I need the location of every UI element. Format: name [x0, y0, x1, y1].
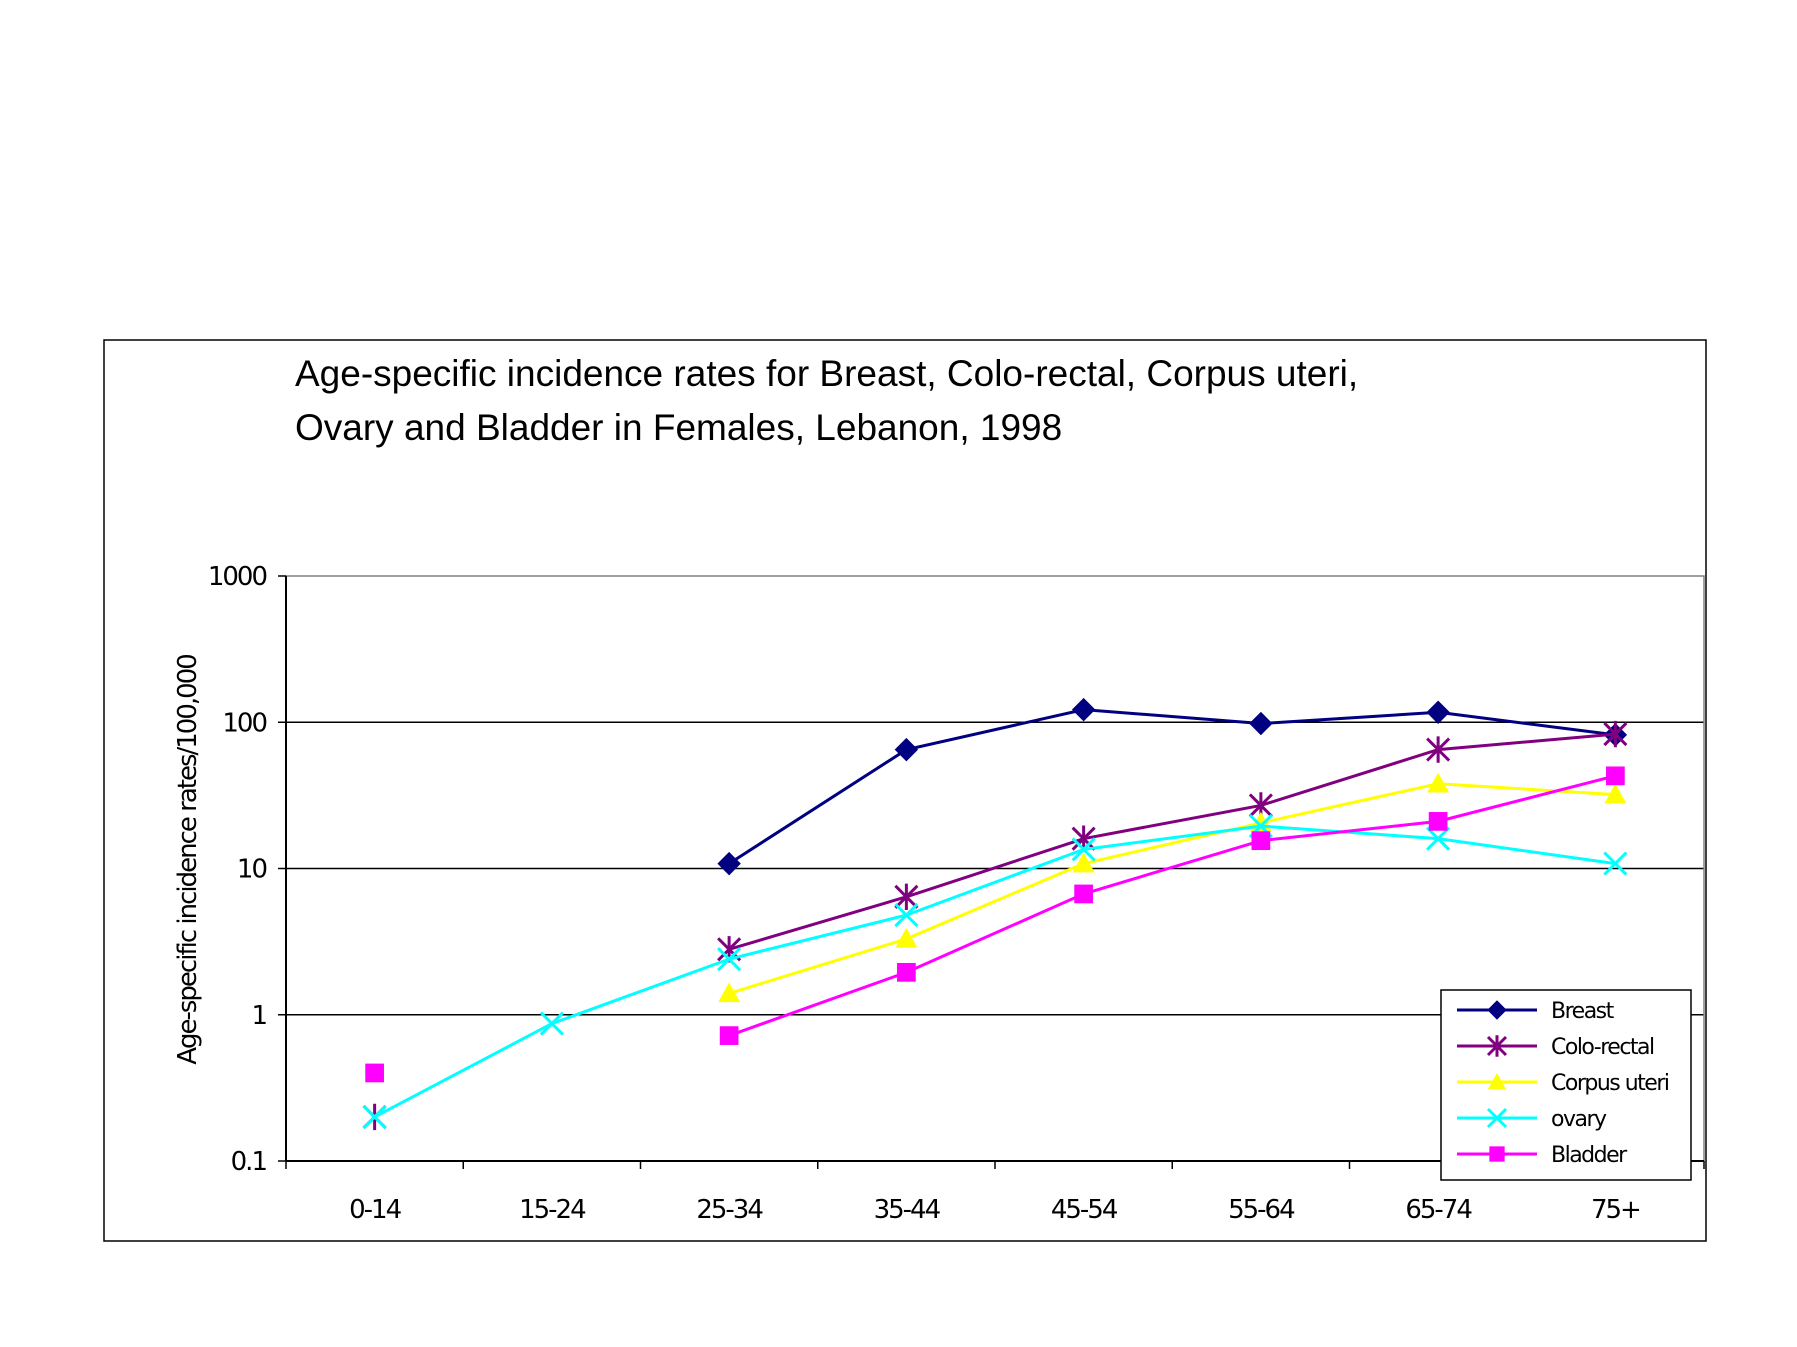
data-point — [539, 1011, 564, 1036]
data-point — [1428, 812, 1448, 831]
legend-item: Colo-rectal — [1457, 1035, 1656, 1060]
x-tick-label: 35-44 — [874, 1195, 941, 1225]
series-bladder — [365, 766, 1625, 1083]
series-group — [362, 697, 1628, 1131]
data-point — [894, 737, 919, 762]
series-line — [373, 824, 1616, 1119]
data-point — [897, 962, 916, 982]
data-point — [1489, 1146, 1505, 1162]
y-tick-label: 1000 — [208, 562, 267, 592]
series-line — [728, 774, 1616, 1038]
data-point — [717, 947, 742, 972]
data-point — [1072, 852, 1095, 873]
y-tick-label: 1 — [251, 1001, 266, 1031]
x-tick-label: 15-24 — [519, 1195, 586, 1225]
data-point — [895, 927, 918, 948]
x-tick-label: 25-34 — [696, 1195, 763, 1225]
data-point — [365, 1063, 384, 1083]
data-point — [1249, 711, 1273, 736]
legend-box — [1440, 989, 1692, 1181]
data-point — [1606, 766, 1625, 786]
x-tick-label: 75+ — [1591, 1195, 1640, 1225]
data-point — [719, 1026, 739, 1045]
data-point — [717, 851, 741, 876]
legend-item: Bladder — [1457, 1143, 1630, 1168]
legend-item: Breast — [1457, 999, 1616, 1024]
y-tick-label: 0.1 — [231, 1147, 267, 1177]
series-line — [728, 782, 1616, 995]
x-tick-label: 45-54 — [1051, 1195, 1118, 1225]
data-point — [1487, 1000, 1507, 1020]
data-point — [1426, 700, 1450, 724]
data-point — [1427, 772, 1450, 793]
y-tick-label: 10 — [237, 855, 267, 885]
series-ovary — [362, 814, 1628, 1130]
axes: 0.1 1 10 100 1000 0-14 15-24 25-34 35-44 45-54 55-… — [208, 562, 1705, 1225]
data-point — [1603, 851, 1628, 876]
data-point — [894, 903, 919, 928]
y-axis-label: Age-specific incidence rates/100,000 — [173, 655, 203, 1065]
data-point — [1603, 720, 1628, 748]
chart-title-line-1: Age-specific incidence rates for Breast,… — [295, 353, 1358, 394]
data-point — [718, 982, 741, 1003]
data-point — [362, 1104, 387, 1130]
data-point — [1604, 783, 1627, 804]
data-point — [894, 883, 919, 911]
series-line — [728, 732, 1616, 951]
legend-label: Bladder — [1551, 1143, 1628, 1168]
chart-title-line-2: Ovary and Bladder in Females, Lebanon, 1… — [295, 407, 1062, 448]
series-corpus-uteri — [718, 772, 1627, 1003]
y-tick-label: 100 — [222, 708, 266, 738]
legend-label: Breast — [1551, 999, 1615, 1024]
data-point — [1486, 1107, 1508, 1129]
legend-label: Corpus uteri — [1551, 1071, 1669, 1096]
x-tick-label: 65-74 — [1405, 1195, 1472, 1225]
data-point — [1071, 837, 1096, 862]
data-point — [1426, 826, 1451, 851]
x-tick-label: 0-14 — [349, 1195, 401, 1225]
legend: Breast Colo-rectal Corpus uteri ovary Bladde… — [1440, 989, 1692, 1181]
legend-item: ovary — [1457, 1107, 1609, 1132]
data-point — [1071, 697, 1096, 722]
data-point — [1074, 884, 1093, 904]
legend-label: Colo-rectal — [1551, 1035, 1654, 1060]
x-tick-label: 55-64 — [1228, 1195, 1295, 1225]
data-point — [1488, 1073, 1506, 1090]
legend-item: Corpus uteri — [1457, 1071, 1670, 1096]
series-line — [728, 708, 1616, 865]
data-point — [1251, 831, 1271, 851]
data-point — [1486, 1035, 1508, 1057]
legend-label: ovary — [1551, 1107, 1607, 1132]
data-point — [1426, 736, 1451, 763]
